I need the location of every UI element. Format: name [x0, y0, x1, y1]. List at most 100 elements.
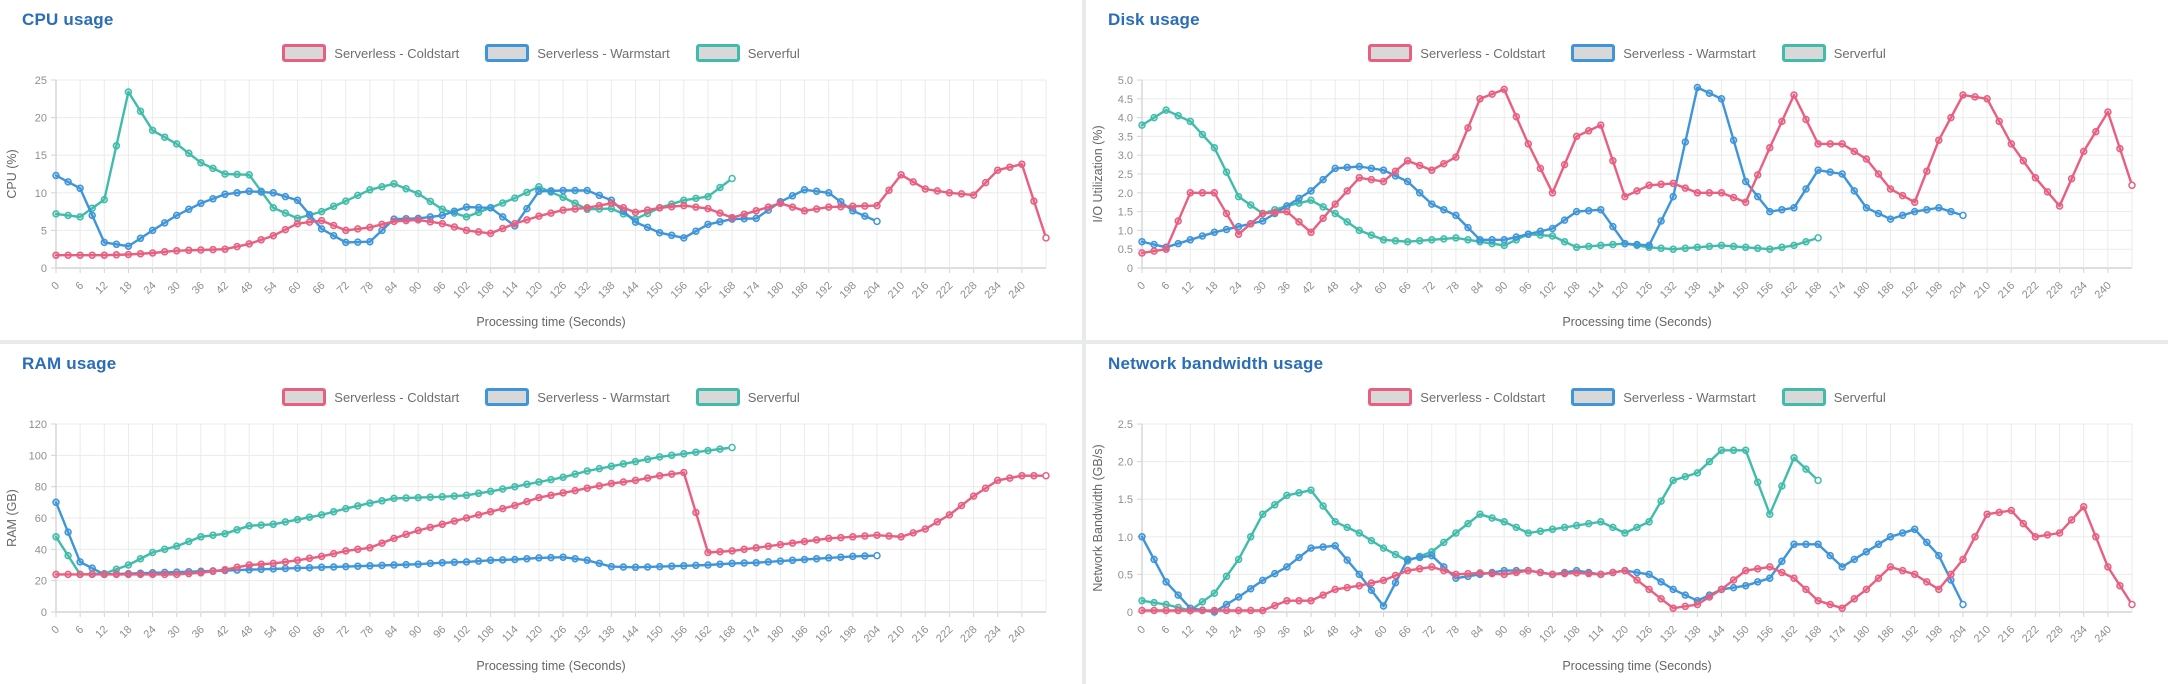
svg-text:192: 192 [813, 624, 834, 645]
svg-text:240: 240 [1007, 280, 1028, 301]
chart-card-network: Network bandwidth usage Serverless - Col… [1086, 344, 2168, 684]
svg-text:210: 210 [1972, 624, 1993, 645]
svg-text:132: 132 [1658, 624, 1679, 645]
svg-text:168: 168 [1803, 624, 1824, 645]
svg-text:234: 234 [982, 624, 1003, 645]
svg-text:54: 54 [262, 280, 279, 297]
svg-text:114: 114 [1586, 280, 1607, 301]
svg-text:4.0: 4.0 [1118, 113, 1133, 125]
svg-text:24: 24 [142, 624, 159, 641]
legend-item-serverful[interactable]: Serverful [1781, 44, 1886, 62]
svg-text:126: 126 [548, 280, 569, 301]
svg-text:132: 132 [1658, 280, 1679, 301]
svg-text:54: 54 [1348, 624, 1365, 641]
legend-label: Serverless - Coldstart [1420, 45, 1546, 61]
svg-text:60: 60 [286, 280, 303, 297]
legend-item-warmstart[interactable]: Serverless - Warmstart [1571, 388, 1756, 406]
legend-item-warmstart[interactable]: Serverless - Warmstart [1571, 44, 1756, 62]
legend-swatch-icon [282, 388, 327, 406]
svg-text:42: 42 [214, 280, 231, 297]
svg-text:234: 234 [2068, 624, 2089, 645]
svg-text:78: 78 [359, 624, 376, 641]
svg-text:5: 5 [41, 225, 47, 237]
svg-text:126: 126 [1634, 280, 1655, 301]
svg-text:96: 96 [431, 624, 448, 641]
svg-text:180: 180 [1851, 624, 1872, 645]
svg-text:48: 48 [1324, 624, 1341, 641]
svg-text:30: 30 [166, 624, 183, 641]
network-chart-legend: Serverless - Coldstart Serverless - Warms… [1086, 388, 2168, 406]
svg-text:114: 114 [500, 624, 521, 645]
svg-text:0: 0 [1135, 624, 1148, 637]
svg-text:156: 156 [1754, 280, 1775, 301]
legend-swatch-icon [695, 388, 740, 406]
svg-text:96: 96 [431, 280, 448, 297]
svg-text:198: 198 [1923, 624, 1944, 645]
svg-text:60: 60 [1372, 280, 1389, 297]
legend-item-coldstart[interactable]: Serverless - Coldstart [1368, 44, 1545, 62]
svg-text:RAM (GB): RAM (GB) [5, 489, 19, 547]
svg-text:120: 120 [524, 624, 545, 645]
svg-text:126: 126 [1634, 624, 1655, 645]
svg-text:10: 10 [35, 188, 47, 200]
legend-item-coldstart[interactable]: Serverless - Coldstart [282, 388, 459, 406]
svg-text:24: 24 [142, 280, 159, 297]
legend-item-serverful[interactable]: Serverful [1781, 388, 1886, 406]
svg-text:186: 186 [1875, 280, 1896, 301]
svg-text:84: 84 [383, 624, 400, 641]
svg-text:150: 150 [644, 280, 665, 301]
svg-text:18: 18 [1203, 280, 1220, 297]
legend-label: Serverless - Warmstart [537, 45, 670, 61]
svg-text:60: 60 [1372, 624, 1389, 641]
legend-item-serverful[interactable]: Serverful [695, 44, 800, 62]
legend-swatch-icon [485, 388, 530, 406]
legend-label: Serverless - Coldstart [334, 45, 460, 61]
legend-label: Serverless - Warmstart [537, 389, 670, 405]
svg-text:234: 234 [2068, 280, 2089, 301]
legend-item-warmstart[interactable]: Serverless - Warmstart [485, 388, 670, 406]
svg-text:84: 84 [383, 280, 400, 297]
svg-text:144: 144 [620, 280, 641, 301]
svg-text:I/O Utilization (%): I/O Utilization (%) [1091, 125, 1105, 222]
legend-item-warmstart[interactable]: Serverless - Warmstart [485, 44, 670, 62]
svg-text:144: 144 [1706, 280, 1727, 301]
svg-text:66: 66 [1397, 624, 1414, 641]
disk-chart-plot[interactable]: 00.51.01.52.02.53.03.54.04.55.00 6 12 18 24 3… [1086, 0, 2168, 340]
svg-text:192: 192 [813, 280, 834, 301]
svg-text:180: 180 [765, 280, 786, 301]
svg-text:198: 198 [837, 624, 858, 645]
svg-text:222: 222 [934, 624, 955, 645]
svg-text:66: 66 [1397, 280, 1414, 297]
svg-text:240: 240 [1007, 624, 1028, 645]
svg-text:48: 48 [1324, 280, 1341, 297]
svg-text:0: 0 [41, 263, 47, 275]
svg-text:108: 108 [475, 624, 496, 645]
svg-text:2.0: 2.0 [1118, 188, 1133, 200]
svg-text:78: 78 [1445, 280, 1462, 297]
legend-item-coldstart[interactable]: Serverless - Coldstart [282, 44, 459, 62]
svg-text:Processing time (Seconds): Processing time (Seconds) [1562, 659, 1711, 673]
svg-text:72: 72 [335, 280, 352, 297]
legend-swatch-icon [1571, 388, 1616, 406]
legend-item-serverful[interactable]: Serverful [695, 388, 800, 406]
svg-text:204: 204 [1948, 280, 1969, 301]
svg-text:162: 162 [1779, 280, 1800, 301]
svg-text:72: 72 [1421, 280, 1438, 297]
svg-text:162: 162 [693, 624, 714, 645]
svg-text:102: 102 [451, 280, 472, 301]
svg-text:48: 48 [238, 624, 255, 641]
svg-text:24: 24 [1228, 624, 1245, 641]
svg-text:102: 102 [451, 624, 472, 645]
legend-label: Serverless - Warmstart [1623, 389, 1756, 405]
svg-text:132: 132 [572, 624, 593, 645]
svg-text:66: 66 [311, 280, 328, 297]
svg-text:150: 150 [644, 624, 665, 645]
network-chart-plot[interactable]: 00.51.01.52.02.50 6 12 18 24 30 36 42 48 54 60 66 72… [1086, 344, 2168, 684]
legend-swatch-icon [695, 44, 740, 62]
svg-text:78: 78 [359, 280, 376, 297]
svg-text:216: 216 [910, 624, 931, 645]
legend-item-coldstart[interactable]: Serverless - Coldstart [1368, 388, 1545, 406]
svg-text:222: 222 [934, 280, 955, 301]
